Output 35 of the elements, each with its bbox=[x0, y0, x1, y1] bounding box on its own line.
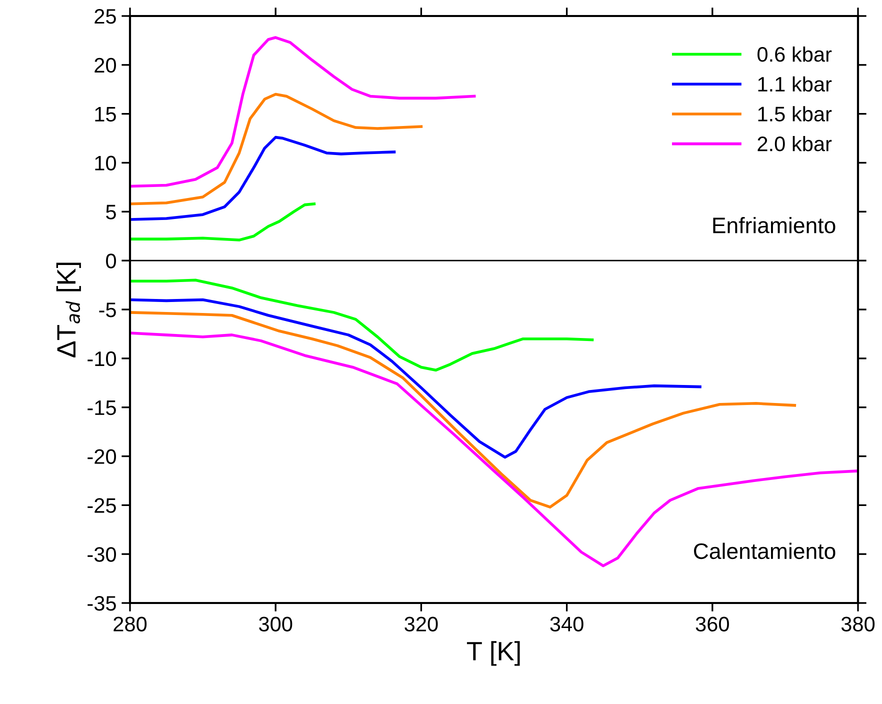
y-tick-label: 25 bbox=[94, 9, 116, 24]
y-tick-label: 0 bbox=[106, 254, 116, 268]
x-tick-label: 280 bbox=[114, 616, 147, 632]
x-axis-title: T [K] bbox=[466, 641, 520, 666]
line-series bbox=[130, 36, 476, 188]
y-tick-label: -25 bbox=[88, 498, 116, 513]
y-tick-label: -15 bbox=[88, 400, 116, 416]
line-series bbox=[130, 136, 396, 221]
x-tick-label: 320 bbox=[404, 616, 438, 632]
y-tick-label: 20 bbox=[94, 58, 116, 73]
annotation: Enfriamiento bbox=[713, 216, 836, 234]
y-tick-label: 15 bbox=[95, 107, 116, 122]
annotation: Calentamiento bbox=[694, 542, 836, 560]
legend-label: 1.5 kbar bbox=[758, 106, 832, 122]
y-tick-label: 10 bbox=[95, 156, 116, 171]
line-series bbox=[130, 332, 858, 568]
x-tick-label: 360 bbox=[696, 616, 729, 632]
y-tick-label: 5 bbox=[106, 204, 116, 220]
x-tick-label: 340 bbox=[550, 616, 584, 632]
line-series bbox=[130, 92, 423, 206]
y-axis-title: ΔT$_{ad}$ [K] bbox=[56, 262, 81, 358]
legend-label: 2.0 kbar bbox=[758, 136, 832, 152]
line-series bbox=[130, 202, 316, 242]
line-series bbox=[130, 298, 702, 459]
line-series bbox=[130, 311, 796, 509]
y-tick-label: -5 bbox=[99, 302, 116, 318]
y-tick-label: -30 bbox=[88, 547, 116, 562]
line-series bbox=[130, 278, 594, 372]
x-tick-label: 300 bbox=[259, 616, 292, 632]
y-tick-label: -10 bbox=[88, 351, 116, 366]
x-tick-label: 380 bbox=[841, 616, 875, 632]
y-tick-label: -20 bbox=[88, 449, 116, 464]
y-tick-label: -35 bbox=[88, 596, 116, 611]
legend-label: 1.1 kbar bbox=[758, 76, 832, 92]
legend-label: 0.6 kbar bbox=[758, 46, 832, 62]
